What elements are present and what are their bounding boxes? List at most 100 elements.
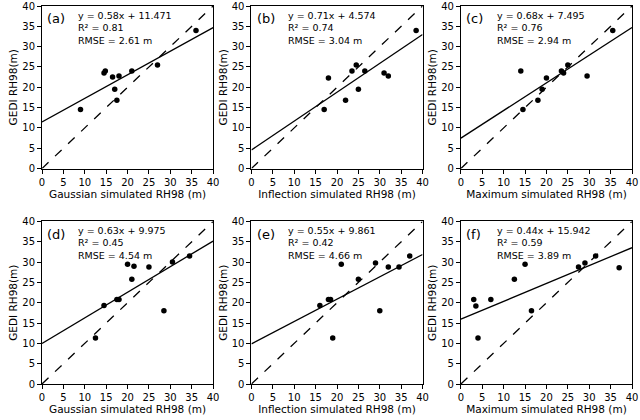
svg-text:Gaussian simulated RH98 (m): Gaussian simulated RH98 (m) bbox=[49, 403, 206, 415]
svg-text:0: 0 bbox=[458, 392, 464, 403]
svg-text:10: 10 bbox=[22, 122, 35, 133]
svg-text:20: 20 bbox=[441, 82, 454, 93]
svg-text:Maximum simulated RH98 (m): Maximum simulated RH98 (m) bbox=[466, 403, 627, 415]
svg-text:5: 5 bbox=[448, 358, 454, 369]
svg-text:20: 20 bbox=[331, 392, 344, 403]
svg-text:40: 40 bbox=[22, 1, 35, 12]
svg-text:15: 15 bbox=[232, 102, 245, 113]
svg-text:Inflection simulated RH98 (m): Inflection simulated RH98 (m) bbox=[258, 403, 416, 415]
svg-text:10: 10 bbox=[22, 338, 35, 349]
svg-text:GEDI RH98(m): GEDI RH98(m) bbox=[7, 49, 19, 125]
svg-text:GEDI RH98(m): GEDI RH98(m) bbox=[217, 49, 229, 125]
svg-text:40: 40 bbox=[207, 177, 220, 188]
svg-text:5: 5 bbox=[60, 392, 66, 403]
svg-text:20: 20 bbox=[331, 177, 344, 188]
svg-text:0: 0 bbox=[448, 379, 454, 390]
svg-text:5: 5 bbox=[29, 143, 35, 154]
svg-text:0: 0 bbox=[29, 163, 35, 174]
svg-text:35: 35 bbox=[22, 236, 35, 247]
svg-text:15: 15 bbox=[100, 392, 113, 403]
svg-text:GEDI RH98(m): GEDI RH98(m) bbox=[7, 265, 19, 341]
svg-text:y = 0.68x + 7.495R² = 0.76RMSE: y = 0.68x + 7.495R² = 0.76RMSE = 2.94 m bbox=[497, 10, 585, 46]
svg-text:40: 40 bbox=[441, 216, 454, 227]
svg-text:10: 10 bbox=[497, 177, 510, 188]
svg-text:15: 15 bbox=[309, 177, 322, 188]
svg-text:(e): (e) bbox=[257, 227, 275, 242]
svg-text:35: 35 bbox=[441, 236, 454, 247]
svg-text:15: 15 bbox=[309, 392, 322, 403]
svg-text:30: 30 bbox=[232, 257, 245, 268]
svg-text:10: 10 bbox=[441, 338, 454, 349]
svg-text:5: 5 bbox=[270, 392, 276, 403]
svg-text:25: 25 bbox=[143, 392, 156, 403]
svg-text:30: 30 bbox=[22, 41, 35, 52]
svg-text:15: 15 bbox=[100, 177, 113, 188]
svg-text:(d): (d) bbox=[47, 227, 65, 242]
svg-text:Inflection simulated RH98 (m): Inflection simulated RH98 (m) bbox=[258, 188, 416, 200]
svg-text:25: 25 bbox=[561, 177, 574, 188]
svg-text:25: 25 bbox=[232, 61, 245, 72]
svg-text:0: 0 bbox=[238, 379, 244, 390]
svg-text:40: 40 bbox=[22, 216, 35, 227]
svg-text:y = 0.58x + 11.471R² = 0.81RMS: y = 0.58x + 11.471R² = 0.81RMSE = 2.61 m bbox=[78, 10, 172, 46]
svg-text:10: 10 bbox=[232, 338, 245, 349]
svg-text:20: 20 bbox=[22, 82, 35, 93]
svg-text:40: 40 bbox=[232, 216, 245, 227]
svg-text:20: 20 bbox=[22, 297, 35, 308]
svg-text:15: 15 bbox=[22, 318, 35, 329]
svg-text:30: 30 bbox=[164, 392, 177, 403]
svg-text:30: 30 bbox=[232, 41, 245, 52]
svg-text:25: 25 bbox=[22, 61, 35, 72]
svg-text:5: 5 bbox=[479, 392, 485, 403]
svg-text:5: 5 bbox=[238, 358, 244, 369]
svg-text:25: 25 bbox=[352, 392, 365, 403]
svg-text:0: 0 bbox=[39, 392, 45, 403]
svg-text:40: 40 bbox=[441, 1, 454, 12]
svg-text:y = 0.55x + 9.861R² = 0.42RMSE: y = 0.55x + 9.861R² = 0.42RMSE = 4.66 m bbox=[288, 225, 376, 261]
svg-text:5: 5 bbox=[479, 177, 485, 188]
svg-text:40: 40 bbox=[416, 177, 429, 188]
svg-text:30: 30 bbox=[373, 177, 386, 188]
svg-text:5: 5 bbox=[238, 143, 244, 154]
svg-text:0: 0 bbox=[29, 379, 35, 390]
svg-text:10: 10 bbox=[78, 392, 91, 403]
svg-text:20: 20 bbox=[232, 297, 245, 308]
svg-text:GEDI RH98(m): GEDI RH98(m) bbox=[426, 49, 438, 125]
svg-text:20: 20 bbox=[121, 392, 134, 403]
svg-text:y = 0.71x + 4.574R² = 0.74RMSE: y = 0.71x + 4.574R² = 0.74RMSE = 3.04 m bbox=[288, 10, 376, 46]
svg-text:15: 15 bbox=[441, 318, 454, 329]
svg-text:0: 0 bbox=[39, 177, 45, 188]
svg-text:(c): (c) bbox=[466, 11, 483, 26]
svg-text:20: 20 bbox=[540, 177, 553, 188]
svg-text:25: 25 bbox=[561, 392, 574, 403]
svg-text:0: 0 bbox=[238, 163, 244, 174]
svg-text:35: 35 bbox=[604, 392, 617, 403]
svg-text:0: 0 bbox=[248, 177, 254, 188]
svg-text:(b): (b) bbox=[257, 11, 275, 26]
svg-text:20: 20 bbox=[540, 392, 553, 403]
svg-text:30: 30 bbox=[164, 177, 177, 188]
svg-text:0: 0 bbox=[248, 392, 254, 403]
svg-text:35: 35 bbox=[395, 177, 408, 188]
svg-text:y = 0.44x + 15.942R² = 0.59RMS: y = 0.44x + 15.942R² = 0.59RMSE = 3.89 m bbox=[497, 225, 591, 261]
svg-text:Gaussian simulated RH98 (m): Gaussian simulated RH98 (m) bbox=[49, 188, 206, 200]
svg-text:(f): (f) bbox=[466, 227, 481, 242]
svg-text:(a): (a) bbox=[47, 11, 65, 26]
svg-text:35: 35 bbox=[22, 21, 35, 32]
svg-text:25: 25 bbox=[352, 177, 365, 188]
svg-text:30: 30 bbox=[22, 257, 35, 268]
svg-text:40: 40 bbox=[416, 392, 429, 403]
svg-text:15: 15 bbox=[441, 102, 454, 113]
svg-text:25: 25 bbox=[441, 61, 454, 72]
svg-text:0: 0 bbox=[458, 177, 464, 188]
svg-text:40: 40 bbox=[232, 1, 245, 12]
svg-text:40: 40 bbox=[207, 392, 220, 403]
svg-text:35: 35 bbox=[185, 392, 198, 403]
svg-text:15: 15 bbox=[519, 392, 532, 403]
svg-text:30: 30 bbox=[583, 392, 596, 403]
svg-text:Maximum simulated RH98 (m): Maximum simulated RH98 (m) bbox=[466, 188, 627, 200]
svg-text:GEDI RH98(m): GEDI RH98(m) bbox=[426, 265, 438, 341]
svg-text:30: 30 bbox=[373, 392, 386, 403]
svg-text:20: 20 bbox=[441, 297, 454, 308]
svg-text:10: 10 bbox=[497, 392, 510, 403]
